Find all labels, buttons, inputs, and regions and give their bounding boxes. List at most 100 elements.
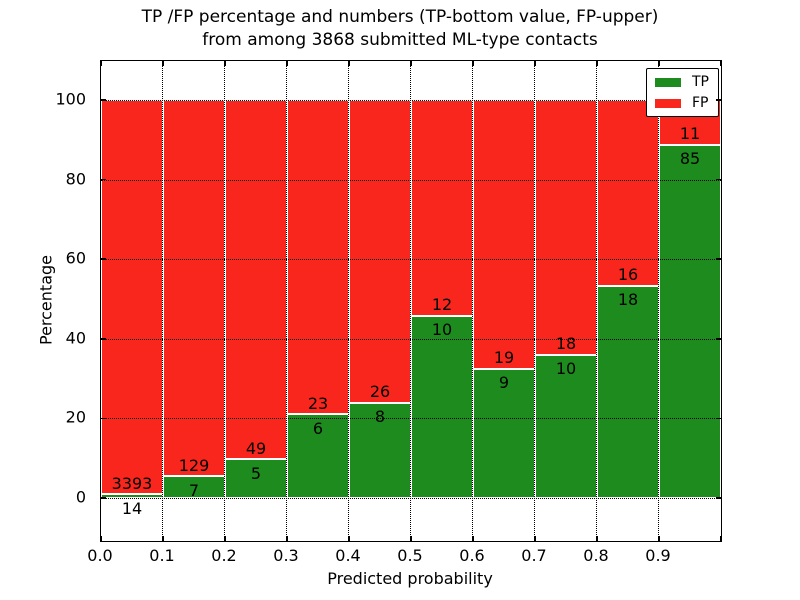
x-gridline <box>658 61 660 541</box>
right-tick-mark <box>716 497 721 499</box>
fp-count-annotation: 129 <box>178 455 210 475</box>
fp-bar-segment <box>288 101 348 416</box>
legend-item-label: TP <box>692 74 709 90</box>
tp-count-annotation: 85 <box>679 148 701 168</box>
top-tick-mark <box>410 61 412 66</box>
y-tick-mark <box>101 99 106 101</box>
tp-count-annotation: 10 <box>555 358 577 378</box>
tp-bar-segment <box>226 460 286 497</box>
fp-count-annotation: 11 <box>679 123 701 143</box>
y-gridline <box>101 338 721 340</box>
stacked-bar <box>659 100 721 498</box>
y-gridline <box>101 259 721 261</box>
chart-title: TP /FP percentage and numbers (TP-bottom… <box>0 6 800 52</box>
y-tick-mark <box>101 258 106 260</box>
y-tick-label: 80 <box>65 169 86 189</box>
fp-count-annotation: 3393 <box>111 474 153 494</box>
x-axis-label: Predicted probability <box>327 569 493 588</box>
x-tick-mark <box>472 536 474 541</box>
x-tick-label: 0.2 <box>211 546 237 565</box>
fp-bar-segment <box>412 101 472 317</box>
x-gridline <box>534 61 536 541</box>
x-tick-label: 0.8 <box>583 546 609 565</box>
tp-bar-segment <box>660 146 720 497</box>
stacked-bar <box>101 100 163 498</box>
y-tick-mark <box>101 338 106 340</box>
stacked-bar <box>473 100 535 498</box>
y-tick-mark <box>101 178 106 181</box>
x-tick-mark <box>410 536 412 541</box>
y-gridline <box>101 418 721 420</box>
x-tick-mark <box>658 536 660 541</box>
x-tick-label: 0.0 <box>87 546 113 565</box>
tp-bar-segment <box>412 317 472 497</box>
y-gridline <box>101 498 721 499</box>
y-tick-label: 40 <box>65 328 86 348</box>
fp-count-annotation: 12 <box>431 295 453 315</box>
fp-count-annotation: 18 <box>555 333 577 353</box>
x-tick-label: 0.3 <box>273 546 299 565</box>
tp-count-annotation: 10 <box>431 320 453 340</box>
legend-item-label: FP <box>692 95 709 111</box>
right-tick-mark <box>716 338 721 340</box>
x-tick-mark <box>596 536 598 541</box>
y-tick-label: 60 <box>65 248 86 268</box>
chart-title-line-1: TP /FP percentage and numbers (TP-bottom… <box>141 7 659 27</box>
x-tick-mark <box>534 536 536 541</box>
x-tick-mark <box>720 536 722 541</box>
x-tick-label: 0.5 <box>397 546 423 565</box>
right-tick-mark <box>716 258 721 260</box>
right-tick-mark <box>716 178 721 181</box>
legend-color-swatch-tp <box>655 77 681 87</box>
x-gridline <box>596 61 598 541</box>
x-gridline <box>224 61 226 541</box>
tp-count-annotation: 18 <box>617 290 639 310</box>
fp-bar-segment <box>536 101 596 356</box>
x-gridline <box>472 61 474 541</box>
top-tick-mark <box>224 61 226 66</box>
y-gridline <box>101 100 721 101</box>
legend-item: TP <box>655 75 709 89</box>
tp-bar-segment <box>102 495 162 497</box>
y-tick-label: 20 <box>65 407 86 427</box>
stacked-bar <box>163 100 225 498</box>
tp-count-annotation: 8 <box>374 407 386 427</box>
y-tick-mark <box>101 417 106 420</box>
top-tick-mark <box>720 61 722 66</box>
y-gridline <box>101 179 721 181</box>
legend-color-swatch-fp <box>655 98 681 108</box>
fp-count-annotation: 23 <box>307 393 329 413</box>
tp-count-annotation: 14 <box>121 499 143 519</box>
stacked-bar <box>411 100 473 498</box>
stacked-bar <box>287 100 349 498</box>
fp-count-annotation: 49 <box>245 439 267 459</box>
x-tick-label: 0.1 <box>149 546 175 565</box>
x-tick-mark <box>348 536 350 541</box>
right-tick-mark <box>716 417 721 420</box>
x-tick-label: 0.9 <box>645 546 671 565</box>
x-tick-label: 0.6 <box>459 546 485 565</box>
chart-title-line-2: from among 3868 submitted ML-type contac… <box>202 30 598 50</box>
top-tick-mark <box>472 61 474 66</box>
fp-count-annotation: 19 <box>493 348 515 368</box>
top-tick-mark <box>286 61 288 66</box>
legend-item: FP <box>655 96 709 110</box>
tp-count-annotation: 7 <box>188 480 200 500</box>
stacked-bar <box>225 100 287 498</box>
x-gridline <box>348 61 350 541</box>
top-tick-mark <box>162 61 164 66</box>
fp-bar-segment <box>350 101 410 404</box>
right-tick-mark <box>716 99 721 101</box>
x-gridline <box>410 61 412 541</box>
x-gridline <box>162 61 164 541</box>
fp-count-annotation: 16 <box>617 265 639 285</box>
x-tick-mark <box>224 536 226 541</box>
stacked-bar <box>349 100 411 498</box>
tp-bar-segment <box>536 355 596 497</box>
top-tick-mark <box>534 61 536 66</box>
tp-count-annotation: 5 <box>250 464 262 484</box>
tp-bar-segment <box>164 476 224 497</box>
fp-bar-segment <box>164 101 224 477</box>
x-tick-mark <box>286 536 288 541</box>
plot-area: 3393 14 129 7 49 5 23 6 26 8 12 10 19 9 18 10 16 18 11 85 TP… <box>100 60 722 542</box>
